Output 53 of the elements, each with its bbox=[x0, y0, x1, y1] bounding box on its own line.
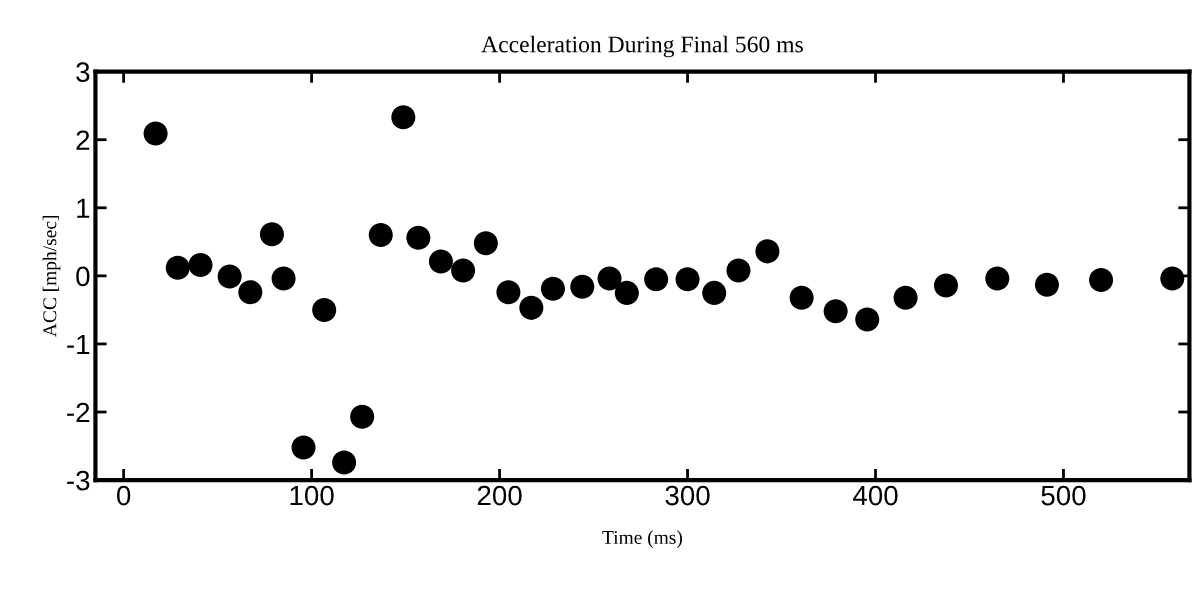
point bbox=[428, 249, 453, 274]
chart-title: Acceleration During Final 560 ms bbox=[481, 35, 803, 58]
y-tick-label: 2 bbox=[76, 130, 90, 150]
y-tick-label: 0 bbox=[76, 266, 90, 287]
point bbox=[597, 266, 622, 291]
point bbox=[332, 450, 357, 475]
point bbox=[271, 266, 296, 291]
point bbox=[644, 267, 669, 292]
point bbox=[933, 273, 959, 298]
point bbox=[496, 280, 521, 305]
point bbox=[259, 222, 284, 247]
y-tick-label: 1 bbox=[77, 198, 90, 218]
point bbox=[350, 404, 375, 429]
point bbox=[823, 299, 848, 324]
y-tick-label: 3 bbox=[76, 62, 90, 82]
point bbox=[726, 258, 751, 283]
point bbox=[451, 258, 476, 283]
point bbox=[473, 231, 498, 256]
point bbox=[519, 295, 544, 320]
point bbox=[1034, 272, 1059, 297]
point bbox=[1089, 267, 1114, 292]
point bbox=[755, 239, 780, 264]
x-tick-label: 500 bbox=[1041, 485, 1086, 506]
x-axis-title: Time (ms) bbox=[602, 530, 683, 548]
y-tick-label: -3 bbox=[67, 470, 90, 491]
x-tick-label: 0 bbox=[117, 485, 131, 506]
point bbox=[570, 274, 595, 299]
y-tick-label: -2 bbox=[67, 402, 90, 423]
point bbox=[143, 121, 168, 146]
point bbox=[985, 266, 1010, 291]
point bbox=[789, 285, 814, 310]
point bbox=[1160, 266, 1185, 291]
point bbox=[614, 280, 639, 305]
point bbox=[238, 280, 263, 305]
x-tick-label: 400 bbox=[852, 485, 898, 506]
y-axis-title: ACC [mph/sec] bbox=[42, 216, 61, 337]
point bbox=[855, 307, 880, 332]
x-tick-label: 200 bbox=[477, 485, 522, 506]
point bbox=[312, 297, 337, 322]
x-tick-label: 100 bbox=[290, 485, 334, 506]
point bbox=[188, 252, 213, 278]
x-tick-label: 300 bbox=[665, 485, 710, 506]
point bbox=[702, 280, 727, 305]
y-tick-label: -1 bbox=[67, 334, 90, 355]
point bbox=[291, 435, 316, 460]
point bbox=[893, 285, 918, 310]
point bbox=[540, 276, 565, 301]
point bbox=[217, 264, 242, 289]
point bbox=[165, 255, 190, 280]
point bbox=[406, 225, 431, 250]
point bbox=[675, 267, 700, 292]
point bbox=[391, 105, 416, 130]
point bbox=[368, 223, 393, 248]
